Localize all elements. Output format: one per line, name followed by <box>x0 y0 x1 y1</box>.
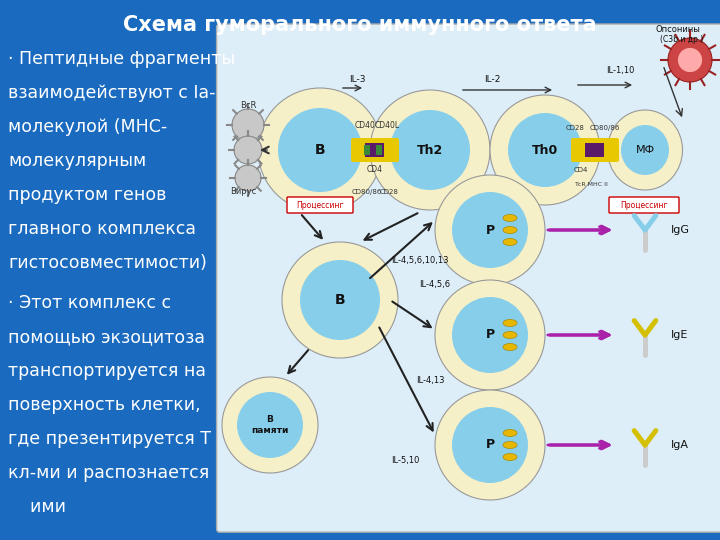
Text: CD4: CD4 <box>574 167 588 173</box>
Text: В
памяти: В памяти <box>251 415 289 435</box>
Text: молекулярным: молекулярным <box>8 152 146 170</box>
Ellipse shape <box>370 90 490 210</box>
Circle shape <box>234 136 262 164</box>
Ellipse shape <box>390 110 470 190</box>
Text: CD40L: CD40L <box>374 120 400 130</box>
Text: CD80/86: CD80/86 <box>352 189 382 195</box>
Text: IL-1,10: IL-1,10 <box>606 65 634 75</box>
Circle shape <box>232 109 264 141</box>
Text: Th2: Th2 <box>417 144 443 157</box>
FancyBboxPatch shape <box>287 197 353 213</box>
Text: B: B <box>335 293 346 307</box>
Text: CD28: CD28 <box>379 189 398 195</box>
Text: молекулой (МНС-: молекулой (МНС- <box>8 118 167 136</box>
Text: Схема гуморального иммунного ответа: Схема гуморального иммунного ответа <box>123 15 597 35</box>
Ellipse shape <box>508 113 582 187</box>
Text: TcR МНС II: TcR МНС II <box>575 183 608 187</box>
Text: (С3b и др.): (С3b и др.) <box>660 36 703 44</box>
Ellipse shape <box>503 332 517 339</box>
Ellipse shape <box>503 442 517 449</box>
Text: Th0: Th0 <box>532 144 558 157</box>
Ellipse shape <box>452 192 528 268</box>
Ellipse shape <box>237 392 303 458</box>
Text: · Пептидные фрагменты: · Пептидные фрагменты <box>8 50 235 68</box>
Ellipse shape <box>503 343 517 350</box>
Text: IL-4,13: IL-4,13 <box>415 375 444 384</box>
Circle shape <box>235 165 261 191</box>
Text: IL-4,5,6: IL-4,5,6 <box>420 280 451 289</box>
FancyBboxPatch shape <box>376 145 382 155</box>
Text: продуктом генов: продуктом генов <box>8 186 166 204</box>
FancyBboxPatch shape <box>351 138 399 162</box>
Text: поверхность клетки,: поверхность клетки, <box>8 396 201 414</box>
Ellipse shape <box>222 377 318 473</box>
Text: B: B <box>315 143 325 157</box>
Text: · Этот комплекс с: · Этот комплекс с <box>8 294 171 312</box>
Ellipse shape <box>435 175 545 285</box>
Text: Процессинг: Процессинг <box>296 200 344 210</box>
Text: CD4: CD4 <box>367 165 383 174</box>
Text: транспортируется на: транспортируется на <box>8 362 206 380</box>
Ellipse shape <box>503 239 517 246</box>
FancyBboxPatch shape <box>571 138 619 162</box>
FancyBboxPatch shape <box>365 143 372 157</box>
Text: Р: Р <box>485 328 495 341</box>
Text: Вирус: Вирус <box>230 187 256 197</box>
Ellipse shape <box>608 110 683 190</box>
Text: BcR: BcR <box>240 100 256 110</box>
Text: Р: Р <box>485 438 495 451</box>
FancyBboxPatch shape <box>371 143 378 157</box>
Ellipse shape <box>503 454 517 461</box>
Ellipse shape <box>258 88 382 212</box>
Text: IL-2: IL-2 <box>484 76 500 84</box>
Text: кл-ми и распознается: кл-ми и распознается <box>8 464 210 482</box>
Text: главного комплекса: главного комплекса <box>8 220 196 238</box>
Circle shape <box>668 38 712 82</box>
Ellipse shape <box>503 429 517 436</box>
Text: IgE: IgE <box>671 330 689 340</box>
FancyBboxPatch shape <box>591 143 598 157</box>
Text: IL-4,5,6,10,13: IL-4,5,6,10,13 <box>391 255 449 265</box>
Text: IL-3: IL-3 <box>348 76 365 84</box>
Ellipse shape <box>621 125 669 175</box>
Ellipse shape <box>452 297 528 373</box>
Text: где презентируется Т: где презентируется Т <box>8 430 211 448</box>
Text: взаимодействуют с Ia-: взаимодействуют с Ia- <box>8 84 215 102</box>
Ellipse shape <box>435 280 545 390</box>
Ellipse shape <box>503 320 517 327</box>
Ellipse shape <box>490 95 600 205</box>
Ellipse shape <box>452 407 528 483</box>
Ellipse shape <box>282 242 398 358</box>
Ellipse shape <box>435 390 545 500</box>
FancyBboxPatch shape <box>377 143 384 157</box>
Text: помощью экзоцитоза: помощью экзоцитоза <box>8 328 205 346</box>
Text: Опсонины: Опсонины <box>655 25 700 35</box>
Text: CD80/86: CD80/86 <box>590 125 620 131</box>
Ellipse shape <box>503 226 517 233</box>
Circle shape <box>678 48 702 72</box>
FancyBboxPatch shape <box>609 197 679 213</box>
Text: IL-5,10: IL-5,10 <box>391 456 419 464</box>
FancyBboxPatch shape <box>597 143 604 157</box>
Text: IgG: IgG <box>670 225 690 235</box>
FancyBboxPatch shape <box>585 143 592 157</box>
Text: ими: ими <box>8 498 66 516</box>
Text: Процессинг: Процессинг <box>620 200 668 210</box>
Ellipse shape <box>300 260 380 340</box>
Text: Р: Р <box>485 224 495 237</box>
FancyBboxPatch shape <box>217 24 720 532</box>
Text: CD40: CD40 <box>354 120 375 130</box>
Text: IgA: IgA <box>671 440 689 450</box>
FancyBboxPatch shape <box>364 145 370 155</box>
Ellipse shape <box>278 108 362 192</box>
Ellipse shape <box>503 214 517 221</box>
Text: CD28: CD28 <box>566 125 585 131</box>
Text: гистосовместимости): гистосовместимости) <box>8 254 207 272</box>
Text: МФ: МФ <box>636 145 654 155</box>
